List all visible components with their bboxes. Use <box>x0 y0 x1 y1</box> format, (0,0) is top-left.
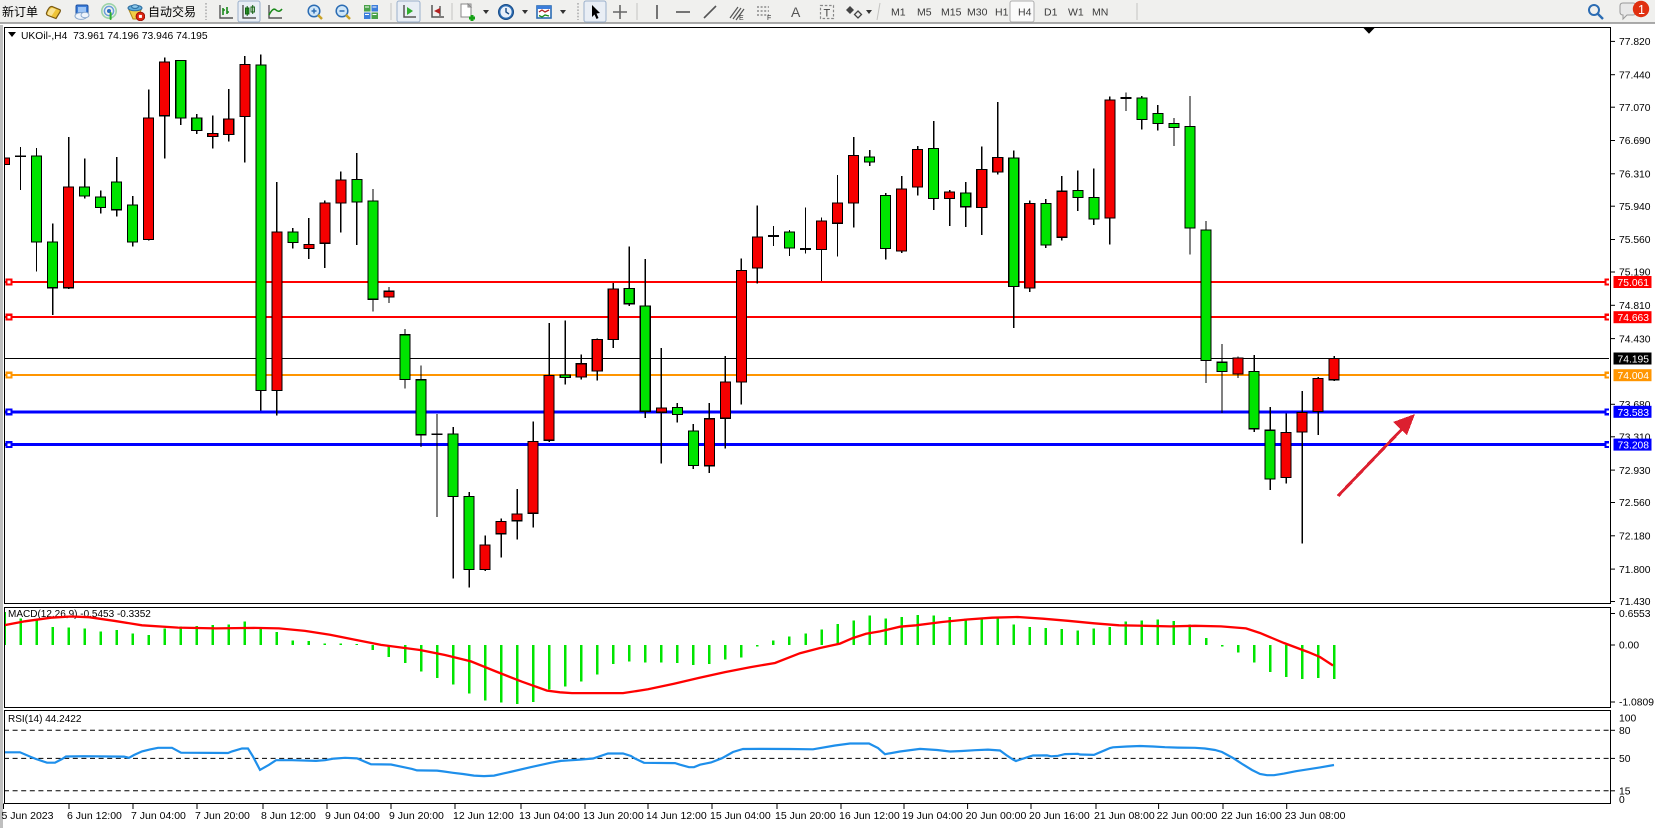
svg-text:50: 50 <box>1619 754 1631 765</box>
svg-text:M5: M5 <box>917 7 932 19</box>
svg-text:76.690: 76.690 <box>1619 136 1651 147</box>
svg-text:MN: MN <box>1092 7 1108 19</box>
svg-text:15 Jun 20:00: 15 Jun 20:00 <box>775 810 836 822</box>
svg-text:D1: D1 <box>1044 7 1058 19</box>
svg-text:77.070: 77.070 <box>1619 103 1651 114</box>
svg-text:0: 0 <box>1619 795 1625 806</box>
svg-text:F: F <box>767 15 771 22</box>
svg-text:新订单: 新订单 <box>2 4 38 19</box>
svg-text:74.430: 74.430 <box>1619 334 1651 345</box>
svg-text:75.560: 75.560 <box>1619 235 1651 246</box>
svg-text:71.430: 71.430 <box>1619 597 1651 608</box>
svg-text:73.680: 73.680 <box>1619 400 1651 411</box>
svg-text:77.820: 77.820 <box>1619 37 1651 48</box>
svg-text:74.004: 74.004 <box>1618 371 1650 382</box>
svg-text:74.810: 74.810 <box>1619 301 1651 312</box>
svg-text:E: E <box>739 15 744 22</box>
svg-text:0.00: 0.00 <box>1619 641 1639 652</box>
svg-text:23 Jun 08:00: 23 Jun 08:00 <box>1285 810 1346 822</box>
svg-text:76.310: 76.310 <box>1619 170 1651 181</box>
svg-text:73.310: 73.310 <box>1619 433 1651 444</box>
svg-text:14 Jun 12:00: 14 Jun 12:00 <box>646 810 707 822</box>
svg-text:-1.0809: -1.0809 <box>1619 698 1654 709</box>
svg-text:7 Jun 20:00: 7 Jun 20:00 <box>195 810 250 822</box>
svg-text:13 Jun 20:00: 13 Jun 20:00 <box>583 810 644 822</box>
svg-text:16 Jun 12:00: 16 Jun 12:00 <box>839 810 900 822</box>
svg-text:5 Jun 2023: 5 Jun 2023 <box>2 810 54 822</box>
svg-text:80: 80 <box>1619 726 1631 737</box>
svg-text:M15: M15 <box>941 7 962 19</box>
svg-text:75.061: 75.061 <box>1618 278 1650 289</box>
svg-text:72.180: 72.180 <box>1619 532 1651 543</box>
svg-text:H1: H1 <box>995 7 1009 19</box>
svg-text:9 Jun 04:00: 9 Jun 04:00 <box>325 810 380 822</box>
svg-text:15 Jun 04:00: 15 Jun 04:00 <box>710 810 771 822</box>
svg-text:73.583: 73.583 <box>1618 408 1650 419</box>
svg-text:A: A <box>791 4 801 20</box>
svg-text:自动交易: 自动交易 <box>148 4 196 19</box>
svg-text:100: 100 <box>1619 713 1636 724</box>
svg-text:74.195: 74.195 <box>1618 355 1650 366</box>
svg-text:21 Jun 08:00: 21 Jun 08:00 <box>1094 810 1155 822</box>
svg-text:1: 1 <box>1638 3 1645 17</box>
svg-text:UKOil-,H4 73.961 74.196 73.94: UKOil-,H4 73.961 74.196 73.946 74.195 <box>21 31 208 42</box>
svg-text:0.6553: 0.6553 <box>1619 609 1651 620</box>
svg-text:72.930: 72.930 <box>1619 466 1651 477</box>
svg-text:74.663: 74.663 <box>1618 313 1650 324</box>
svg-text:H4: H4 <box>1018 7 1032 19</box>
svg-text:22 Jun 16:00: 22 Jun 16:00 <box>1221 810 1282 822</box>
svg-text:13 Jun 04:00: 13 Jun 04:00 <box>519 810 580 822</box>
svg-text:M30: M30 <box>967 7 988 19</box>
svg-text:W1: W1 <box>1068 7 1084 19</box>
svg-text:7 Jun 04:00: 7 Jun 04:00 <box>131 810 186 822</box>
svg-text:71.800: 71.800 <box>1619 565 1651 576</box>
svg-text:6 Jun 12:00: 6 Jun 12:00 <box>67 810 122 822</box>
svg-text:8 Jun 12:00: 8 Jun 12:00 <box>261 810 316 822</box>
svg-text:T: T <box>824 8 831 20</box>
svg-text:9 Jun 20:00: 9 Jun 20:00 <box>389 810 444 822</box>
svg-text:15: 15 <box>1619 787 1631 798</box>
svg-text:M1: M1 <box>891 7 906 19</box>
svg-text:20 Jun 00:00: 20 Jun 00:00 <box>966 810 1027 822</box>
svg-text:20 Jun 16:00: 20 Jun 16:00 <box>1029 810 1090 822</box>
svg-text:75.190: 75.190 <box>1619 268 1651 279</box>
svg-text:77.440: 77.440 <box>1619 70 1651 81</box>
svg-text:19 Jun 04:00: 19 Jun 04:00 <box>902 810 963 822</box>
svg-text:73.208: 73.208 <box>1618 441 1650 452</box>
svg-text:12 Jun 12:00: 12 Jun 12:00 <box>453 810 514 822</box>
svg-text:RSI(14) 44.2422: RSI(14) 44.2422 <box>8 714 82 725</box>
svg-text:MACD(12,26,9) -0.5453 -0.3352: MACD(12,26,9) -0.5453 -0.3352 <box>8 609 151 620</box>
svg-text:72.560: 72.560 <box>1619 498 1651 509</box>
svg-text:75.940: 75.940 <box>1619 202 1651 213</box>
svg-text:22 Jun 00:00: 22 Jun 00:00 <box>1157 810 1218 822</box>
